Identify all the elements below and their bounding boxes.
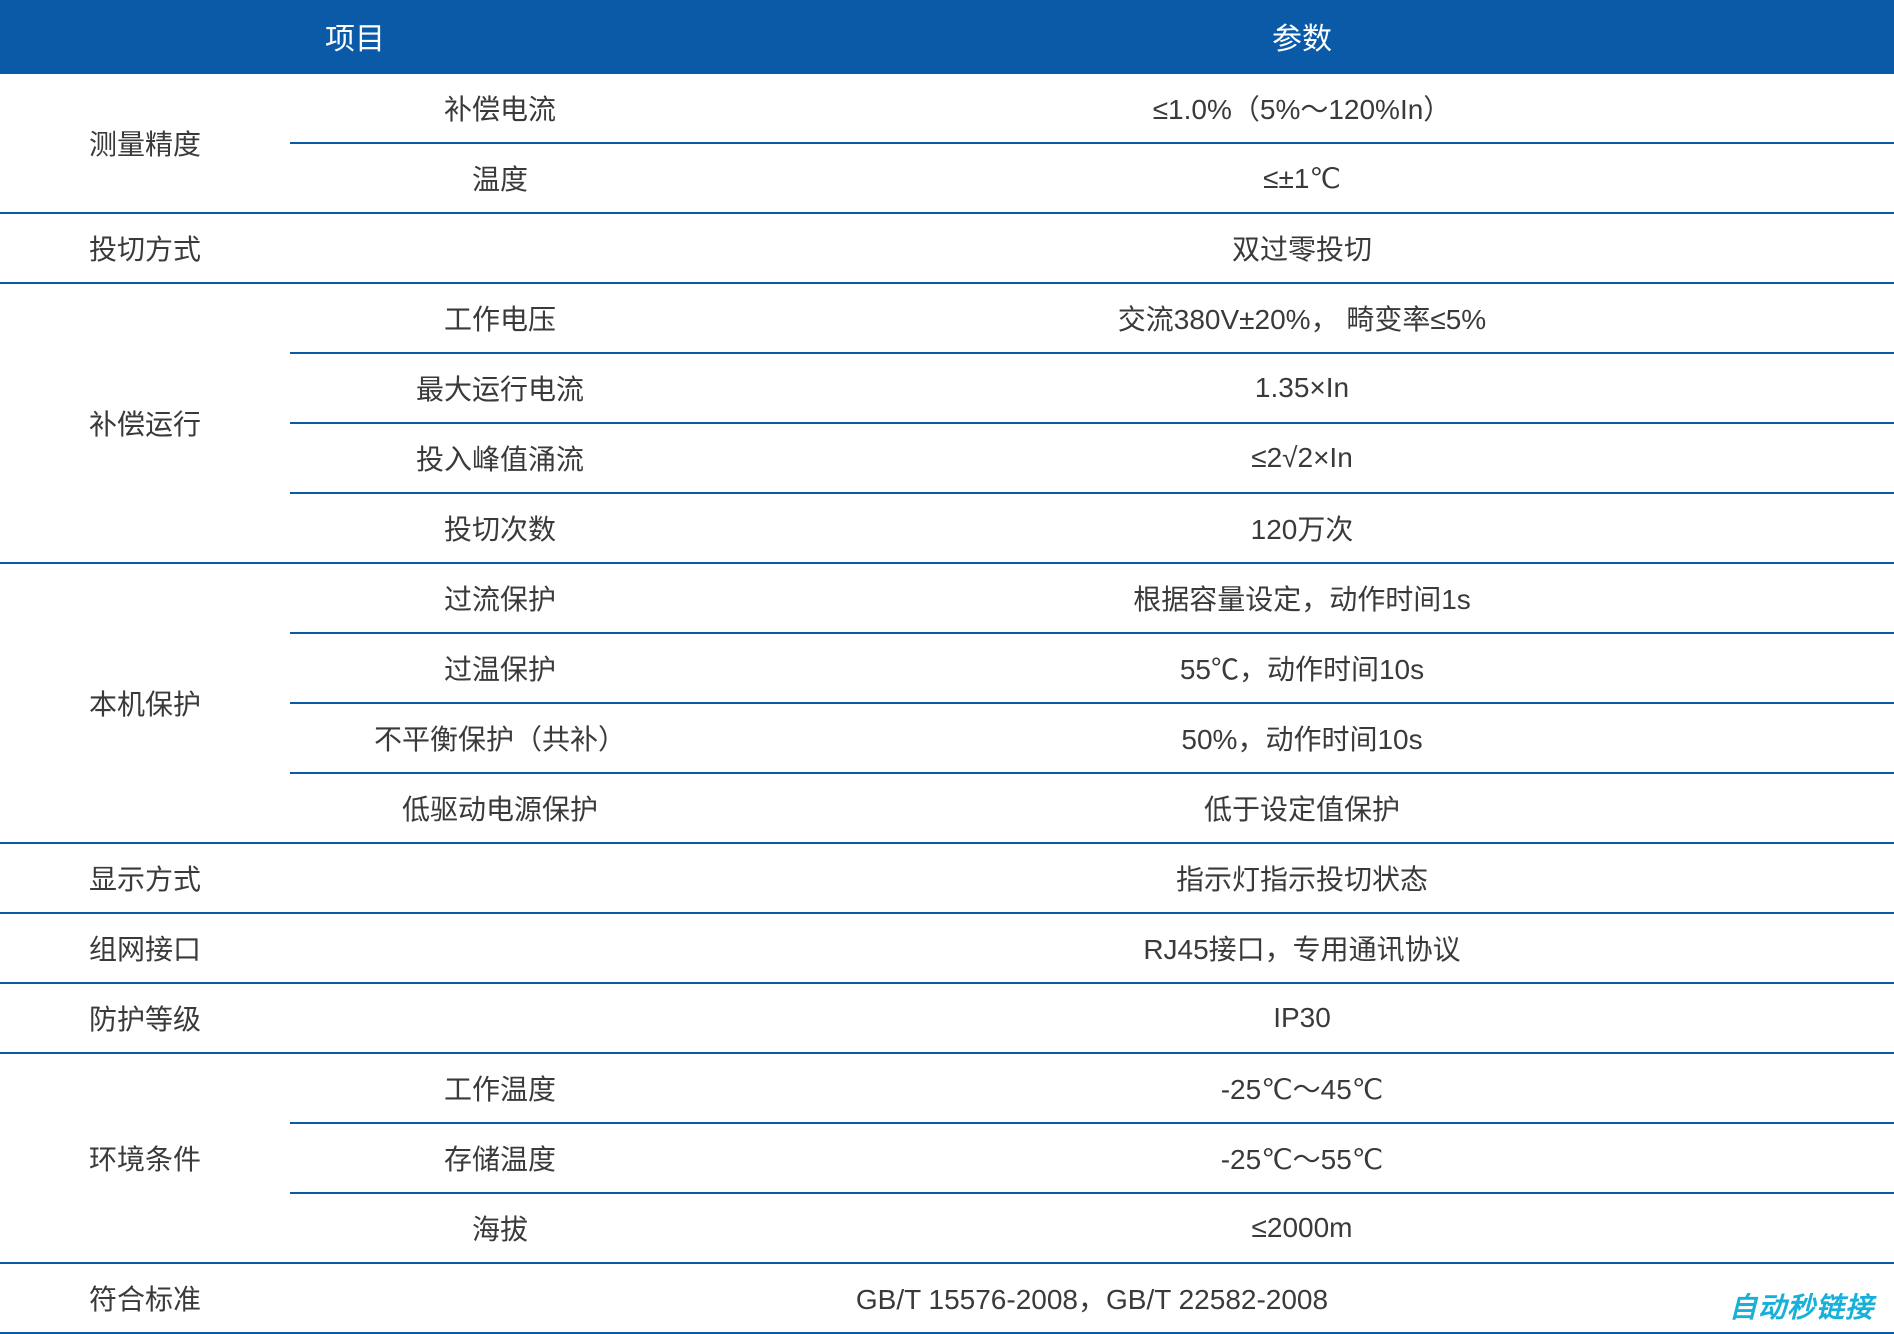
category-cell: 显示方式	[0, 843, 290, 913]
subitem-cell	[290, 913, 710, 983]
subitem-cell: 工作温度	[290, 1053, 710, 1123]
category-cell: 补偿运行	[0, 283, 290, 563]
category-cell: 本机保护	[0, 563, 290, 843]
subitem-cell: 海拔	[290, 1193, 710, 1263]
subitem-cell	[290, 983, 710, 1053]
value-cell: ≤2√2×In	[710, 423, 1894, 493]
subitem-cell: 投入峰值涌流	[290, 423, 710, 493]
category-cell: 组网接口	[0, 913, 290, 983]
subitem-cell: 工作电压	[290, 283, 710, 353]
subitem-cell: 不平衡保护（共补）	[290, 703, 710, 773]
subitem-cell: 低驱动电源保护	[290, 773, 710, 843]
table-row: 测量精度补偿电流≤1.0%（5%～120%In）	[0, 73, 1894, 143]
subitem-cell: 过流保护	[290, 563, 710, 633]
subitem-cell: 补偿电流	[290, 73, 710, 143]
value-cell: -25℃～45℃	[710, 1053, 1894, 1123]
category-cell: 环境条件	[0, 1053, 290, 1263]
category-cell: 符合标准	[0, 1263, 290, 1333]
value-cell: ≤1.0%（5%～120%In）	[710, 73, 1894, 143]
subitem-cell	[290, 213, 710, 283]
category-cell: 防护等级	[0, 983, 290, 1053]
table-row: 本机保护过流保护根据容量设定，动作时间1s	[0, 563, 1894, 633]
value-cell: GB/T 15576-2008，GB/T 22582-2008	[290, 1263, 1894, 1333]
subitem-cell: 过温保护	[290, 633, 710, 703]
subitem-cell: 存储温度	[290, 1123, 710, 1193]
table-row: 补偿运行工作电压交流380V±20%， 畸变率≤5%	[0, 283, 1894, 353]
value-cell: 交流380V±20%， 畸变率≤5%	[710, 283, 1894, 353]
value-cell: ≤±1℃	[710, 143, 1894, 213]
table-row: 符合标准GB/T 15576-2008，GB/T 22582-2008	[0, 1263, 1894, 1333]
value-cell: 双过零投切	[710, 213, 1894, 283]
category-cell: 测量精度	[0, 73, 290, 213]
table-row: 投切方式 双过零投切	[0, 213, 1894, 283]
subitem-cell: 最大运行电流	[290, 353, 710, 423]
value-cell: ≤2000m	[710, 1193, 1894, 1263]
category-cell: 投切方式	[0, 213, 290, 283]
table-row: 防护等级 IP30	[0, 983, 1894, 1053]
table-header-row: 项目 参数	[0, 0, 1894, 73]
table-row: 显示方式 指示灯指示投切状态	[0, 843, 1894, 913]
value-cell: IP30	[710, 983, 1894, 1053]
spec-table: 项目 参数 测量精度补偿电流≤1.0%（5%～120%In）温度≤±1℃投切方式…	[0, 0, 1894, 1334]
value-cell: 50%，动作时间10s	[710, 703, 1894, 773]
value-cell: -25℃～55℃	[710, 1123, 1894, 1193]
value-cell: 55℃，动作时间10s	[710, 633, 1894, 703]
value-cell: 低于设定值保护	[710, 773, 1894, 843]
subitem-cell	[290, 843, 710, 913]
subitem-cell: 投切次数	[290, 493, 710, 563]
table-row: 组网接口 RJ45接口，专用通讯协议	[0, 913, 1894, 983]
header-item: 项目	[0, 0, 710, 73]
value-cell: 指示灯指示投切状态	[710, 843, 1894, 913]
subitem-cell: 温度	[290, 143, 710, 213]
table-row: 环境条件工作温度-25℃～45℃	[0, 1053, 1894, 1123]
header-param: 参数	[710, 0, 1894, 73]
value-cell: RJ45接口，专用通讯协议	[710, 913, 1894, 983]
watermark: 自动秒链接	[1729, 1286, 1874, 1326]
value-cell: 根据容量设定，动作时间1s	[710, 563, 1894, 633]
value-cell: 1.35×In	[710, 353, 1894, 423]
value-cell: 120万次	[710, 493, 1894, 563]
